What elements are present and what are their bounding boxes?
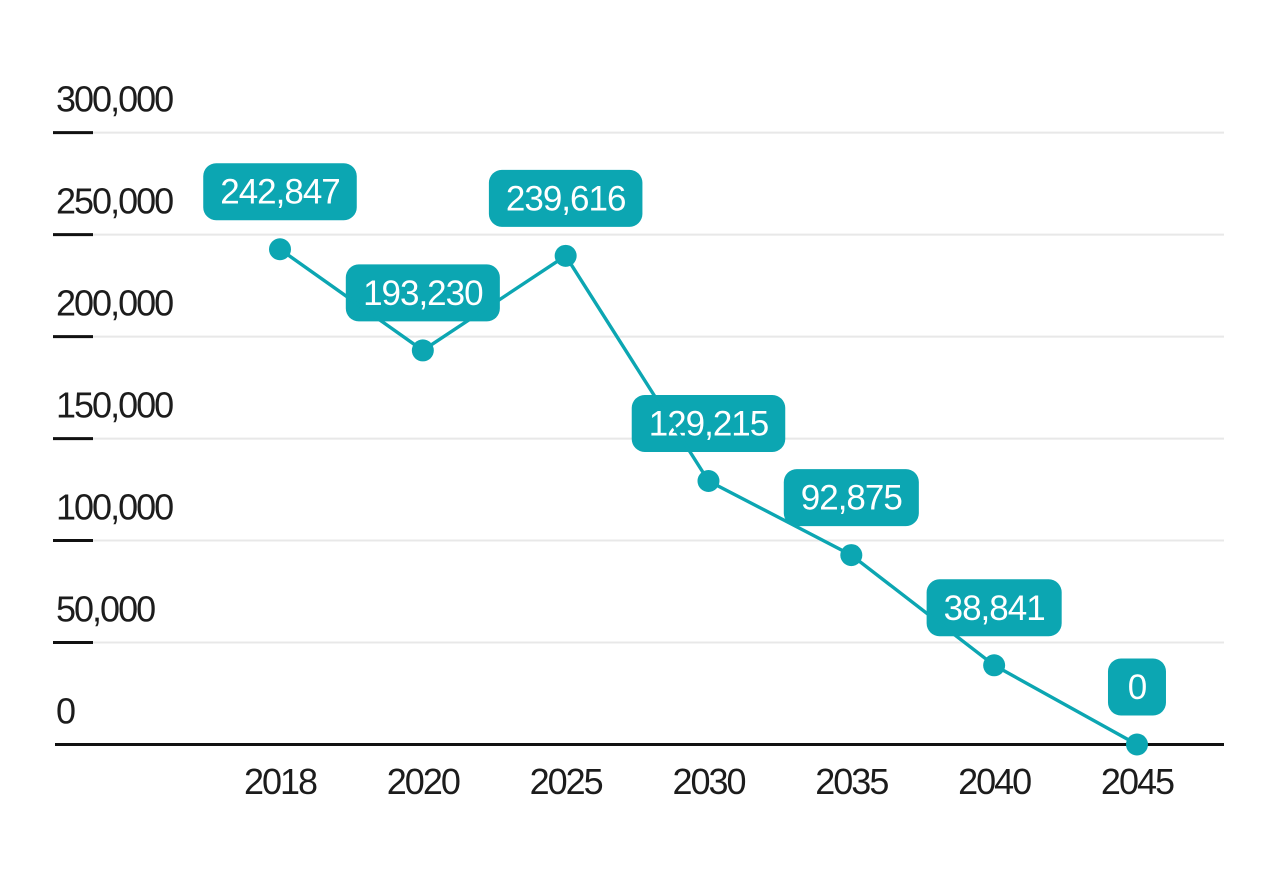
point-label-box [488, 169, 643, 227]
point-label-text: 92,875 [801, 479, 902, 518]
y-tick-label: 250,000 [56, 181, 173, 222]
point-label: 193,230 [345, 264, 500, 322]
point-label-box [345, 264, 500, 322]
x-tick-label: 2040 [958, 761, 1031, 802]
point-label-text: 239,616 [506, 179, 626, 218]
series-line [279, 247, 1138, 746]
x-tick-label: 2025 [530, 761, 603, 802]
data-point-marker [697, 469, 720, 492]
point-label: 242,847 [203, 163, 357, 221]
point-label-box [926, 579, 1062, 637]
point-label-text: 38,841 [944, 589, 1045, 628]
point-label: 38,841 [926, 579, 1062, 637]
data-point-marker [983, 654, 1006, 677]
data-point-marker [269, 238, 291, 261]
point-label-box [203, 163, 357, 221]
point-label: 92,875 [783, 469, 919, 527]
x-tick-label: 2045 [1101, 761, 1174, 802]
data-point-marker [554, 244, 577, 267]
point-label-text: 242,847 [220, 173, 340, 212]
x-tick-label: 2035 [815, 761, 888, 802]
x-tick-label: 2018 [244, 761, 317, 802]
y-tick-label: 300,000 [56, 79, 173, 120]
data-point-marker [1125, 733, 1148, 756]
y-tick-label: 150,000 [56, 385, 173, 426]
y-tick-label: 200,000 [56, 283, 173, 324]
y-tick-label: 0 [56, 691, 75, 732]
y-tick-label: 50,000 [56, 589, 155, 630]
data-point-marker [840, 544, 863, 567]
point-label-text: 0 [1128, 668, 1147, 707]
point-labels: 242,847 193,230 239,616 129,215 92,875 38,841… [203, 163, 1166, 716]
point-label: 129,215 [631, 394, 786, 452]
point-label-box [1107, 658, 1166, 716]
data-point-marker [411, 339, 434, 362]
point-label: 239,616 [488, 169, 643, 227]
point-label-text: 193,230 [363, 274, 483, 313]
point-label: 0 [1107, 658, 1166, 716]
x-tick-label: 2030 [672, 761, 745, 802]
y-tick-label: 100,000 [56, 487, 173, 528]
x-tick-label: 2020 [387, 761, 460, 802]
point-label-box [631, 394, 786, 452]
point-label-text: 129,215 [649, 404, 769, 443]
point-label-box [783, 469, 919, 527]
